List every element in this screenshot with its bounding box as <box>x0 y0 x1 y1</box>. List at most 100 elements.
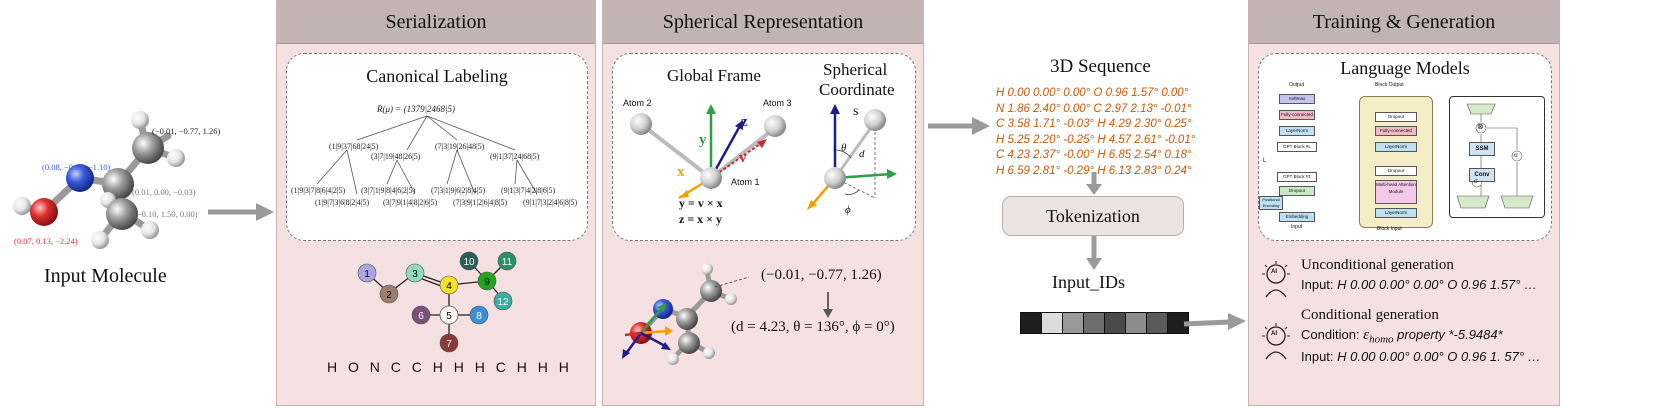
tree-leaf: (7|3|1|9|6|2|8|4|5) <box>431 186 486 195</box>
spherical-coord-title-1: Spherical <box>823 60 888 79</box>
sequence-line: N 1.86 2.40° 0.00° C 2.97 2.13° -0.01° <box>996 102 1192 115</box>
canonical-labeling-title: Canonical Labeling <box>366 66 508 86</box>
tree-edges <box>316 115 538 195</box>
equation-1: y = v × x <box>679 196 723 210</box>
atom-n <box>66 164 94 192</box>
diag-output: Output <box>1289 82 1305 88</box>
spherical-panel: Spherical Representation Global Frame Sp… <box>602 0 924 406</box>
axis-y-label: y <box>699 132 707 148</box>
token-cell <box>1042 313 1063 333</box>
spherical-header: Spherical Representation <box>603 1 923 44</box>
atom3-label: Atom 3 <box>763 98 792 108</box>
canonical-labeling-box: Canonical Labeling R(μ) = (1379|2468|5) … <box>286 53 588 241</box>
diag-L: L <box>1263 158 1267 164</box>
graph-node-6 <box>411 305 431 325</box>
center-sphere <box>824 167 846 189</box>
diag-block-input: Block Input <box>1377 226 1402 232</box>
axis-z-label: z <box>741 114 748 130</box>
token-cell <box>1126 313 1147 333</box>
graph-node-5 <box>439 305 459 325</box>
diag-fully: Fully-connected <box>1279 110 1315 120</box>
cond-input: Input: H 0.00 0.00° 0.00° O 0.96 1. 57° … <box>1301 349 1541 364</box>
coord-label-n: (0.08, −0.69, −1.10) <box>42 162 111 172</box>
arrow-to-tokenization <box>1086 172 1102 195</box>
diag-sigma-1: σ <box>1514 151 1518 159</box>
tree-leaf: (3|7|1|9|8|4|6|2|5) <box>361 186 416 195</box>
graph-node-label: 12 <box>497 297 509 308</box>
frame-box: Global Frame Spherical Coordinate <box>612 53 916 241</box>
tree-leaf: (3|7|9|1|4|8|2|6|5) <box>383 198 438 207</box>
molecule-with-frame <box>622 263 750 365</box>
atom2-sphere <box>630 113 652 135</box>
diag-ssm-shapes <box>1456 103 1534 209</box>
graph-node-12 <box>493 291 513 311</box>
global-frame-title: Global Frame <box>667 66 761 85</box>
cond-prop: property *-5.9484* <box>1397 327 1503 342</box>
uncond-input-label: Input: <box>1301 277 1334 292</box>
cond-label: Condition: <box>1301 327 1360 342</box>
atom-h <box>131 111 149 129</box>
tree-node: (3|7|19|48|26|5) <box>371 152 421 161</box>
graph-node-label: 1 <box>364 269 370 280</box>
diag-b-dropout1: Dropout <box>1375 112 1417 122</box>
coord-label-c1: (−0.01, −0.77, 1.26) <box>152 126 221 136</box>
global-frame-diagram <box>630 104 897 210</box>
input-molecule-section: (−0.01, −0.77, 1.26) (0.08, −0.69, −1.10… <box>0 0 270 408</box>
atom-sequence: H O N C C H H H C H H H <box>327 359 570 375</box>
sequence-text: H 0.00 0.00° 0.00° O 0.96 1.57° 0.00° N … <box>996 86 1195 179</box>
token-cell <box>1021 313 1042 333</box>
tree-leaf: (9|1|7|3|2|4|6|8|5) <box>523 198 578 207</box>
equation-2: z = x × y <box>679 212 723 226</box>
uncond-title: Unconditional generation <box>1301 257 1454 273</box>
diag-b-fully: Fully-connected <box>1375 126 1417 136</box>
sequence-line: H 6.59 2.81° -0.29° H 6.13 2.83° 0.24° <box>996 164 1192 177</box>
ai-badge: AI <box>1271 269 1277 275</box>
diag-times: ⊗ <box>1477 122 1484 131</box>
token-cell <box>1147 313 1168 333</box>
atom1-sphere <box>700 167 722 189</box>
graph-node-2 <box>379 284 399 304</box>
sph-phi-label: ϕ <box>845 204 851 216</box>
spherical-example: (d = 4.23, θ = 136°, ϕ = 0°) <box>731 319 895 335</box>
graph-node-9 <box>477 271 497 291</box>
atom-o <box>30 198 58 226</box>
diag-pos-enc: Positional Encoding <box>1259 196 1283 210</box>
graph-node-label: 9 <box>484 277 490 288</box>
coord-label-c2: (0.01, 0.00, −0.03) <box>132 187 196 197</box>
serialization-panel: Serialization Canonical Labeling R(μ) = … <box>276 0 596 406</box>
graph-node-label: 10 <box>463 257 475 268</box>
cond-sub: homo <box>1369 333 1394 346</box>
atom-h <box>167 149 185 167</box>
diag-gpt-l: GPT Block #L <box>1277 142 1317 152</box>
tree-leaf: (9|1|3|7|4|2|8|6|5) <box>501 186 556 195</box>
graph-node-label: 5 <box>446 311 452 322</box>
tokenization-box: Tokenization <box>1002 196 1184 236</box>
labeled-molecule-graph: 1 2 3 4 5 6 7 8 9 10 11 12 <box>357 251 517 353</box>
language-models-title: Language Models <box>1340 58 1470 78</box>
input-molecule-graphic <box>13 111 185 249</box>
ai-person-icon <box>1262 323 1290 360</box>
graph-node-7 <box>439 333 459 353</box>
atom3-sphere <box>764 115 786 137</box>
token-cell <box>1063 313 1084 333</box>
graph-node-label: 7 <box>446 339 452 350</box>
cond-symbol: ε <box>1363 327 1370 343</box>
sequence-section: 3D Sequence H 0.00 0.00° 0.00° O 0.96 1.… <box>990 0 1240 408</box>
graph-node-label: 3 <box>412 269 418 280</box>
tree-node: (7|3|19|26|48|5) <box>435 142 485 151</box>
arrow-to-serialization <box>208 203 274 221</box>
atom2-label: Atom 2 <box>623 98 652 108</box>
graph-node-10 <box>459 251 479 271</box>
graph-node-11 <box>497 251 517 271</box>
diag-b-mha: Multi-head Attention Module <box>1375 180 1417 204</box>
sph-theta-label: θ <box>841 142 847 154</box>
cond-input-value: H 0.00 0.00° 0.00° O 0.96 1. 57° … <box>1337 349 1541 364</box>
atom-c <box>132 132 164 164</box>
diag-ssm: SSM <box>1469 142 1495 156</box>
ai-person-icon <box>1262 261 1290 298</box>
graph-node-1 <box>357 263 377 283</box>
graph-node-label: 6 <box>418 311 424 322</box>
input-molecule-caption: Input Molecule <box>44 265 167 287</box>
ai-badge: AI <box>1271 331 1277 337</box>
atom-c <box>106 198 138 230</box>
